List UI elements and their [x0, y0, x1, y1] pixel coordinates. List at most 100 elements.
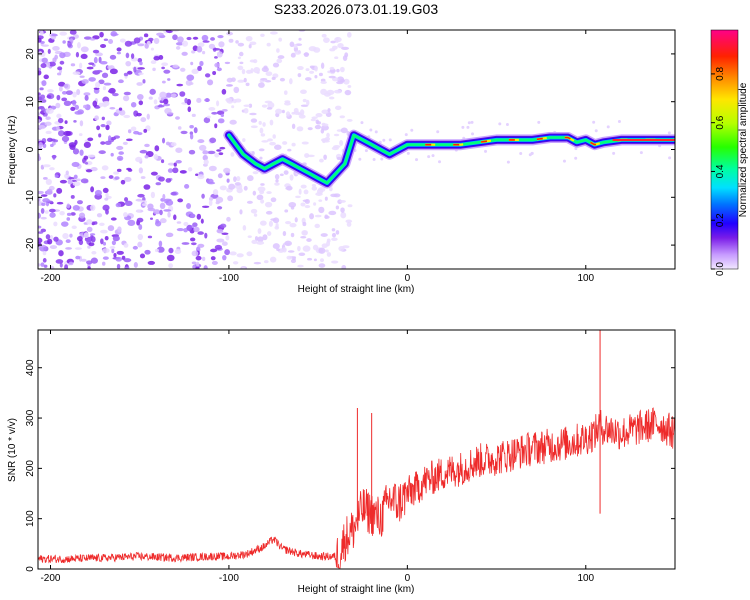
noise-dot — [318, 199, 323, 202]
noise-dot — [380, 157, 384, 161]
noise-dot — [90, 257, 98, 264]
noise-dot — [606, 125, 610, 129]
noise-dot — [42, 198, 50, 203]
noise-dot — [80, 46, 89, 53]
noise-dot — [45, 116, 51, 120]
noise-dot — [78, 133, 83, 137]
noise-dot — [246, 200, 253, 204]
noise-dot — [71, 225, 77, 230]
noise-dot — [304, 205, 311, 209]
noise-dot — [222, 254, 227, 261]
noise-dot — [250, 118, 258, 123]
noise-dot — [80, 258, 87, 262]
noise-dot — [340, 212, 347, 219]
noise-dot — [279, 173, 284, 177]
noise-dot — [197, 243, 205, 248]
x-tick-label: 100 — [577, 273, 594, 284]
noise-dot — [344, 89, 352, 96]
noise-dot — [279, 77, 286, 82]
noise-dot — [115, 202, 122, 208]
noise-dot — [316, 188, 324, 195]
noise-dot — [247, 175, 254, 182]
colorbar-label: Normalized spectral amplitude — [738, 82, 749, 217]
noise-dot — [179, 91, 186, 97]
noise-dot — [275, 178, 279, 183]
noise-dot — [226, 77, 233, 83]
noise-dot — [59, 52, 66, 59]
noise-dot — [57, 130, 65, 137]
noise-dot — [325, 249, 329, 253]
noise-dot — [342, 55, 348, 61]
noise-dot — [270, 218, 277, 221]
noise-dot — [278, 37, 283, 42]
noise-dot — [40, 228, 47, 233]
noise-dot — [81, 79, 89, 84]
noise-dot — [436, 130, 440, 134]
noise-dot — [388, 138, 392, 142]
noise-dot — [159, 202, 166, 210]
noise-dot — [243, 107, 249, 114]
noise-dot — [226, 216, 231, 222]
noise-dot — [179, 170, 187, 174]
noise-dot — [289, 78, 293, 85]
noise-dot — [175, 159, 182, 164]
noise-dot — [56, 94, 61, 101]
noise-dot — [197, 174, 205, 180]
y-tick-label: 400 — [25, 359, 36, 376]
noise-dot — [197, 139, 205, 144]
noise-dot — [140, 117, 147, 123]
noise-dot — [198, 144, 207, 151]
noise-dot — [300, 184, 307, 189]
noise-dot — [186, 98, 192, 106]
noise-dot — [341, 46, 350, 50]
noise-dot — [56, 187, 63, 194]
noise-dot — [305, 77, 312, 81]
noise-dot — [135, 198, 143, 202]
noise-dot — [320, 88, 328, 95]
noise-dot — [43, 264, 48, 268]
noise-dot — [133, 130, 140, 135]
noise-dot — [346, 221, 352, 227]
noise-dot — [285, 111, 291, 117]
noise-dot — [202, 40, 210, 43]
noise-dot — [73, 119, 77, 123]
noise-dot — [103, 82, 112, 86]
noise-dot — [70, 212, 76, 216]
noise-dot — [46, 95, 52, 99]
noise-dot — [331, 232, 337, 238]
noise-dot — [320, 80, 327, 84]
noise-dot — [65, 247, 72, 250]
noise-dot — [104, 197, 109, 201]
noise-dot — [159, 209, 163, 216]
noise-dot — [212, 189, 219, 196]
noise-dot — [212, 71, 217, 76]
noise-dot — [143, 33, 149, 38]
noise-dot — [86, 260, 93, 265]
noise-dot — [267, 138, 273, 142]
noise-dot — [537, 120, 541, 124]
noise-dot — [38, 190, 44, 195]
noise-dot — [269, 256, 277, 263]
noise-dot — [180, 67, 186, 72]
noise-dot — [83, 104, 88, 109]
noise-dot — [139, 149, 148, 154]
colorbar-tick-label: 0.4 — [715, 164, 726, 178]
noise-dot — [274, 144, 282, 150]
noise-dot — [294, 50, 302, 55]
noise-dot — [333, 133, 340, 137]
noise-dot — [47, 89, 54, 93]
noise-dot — [243, 104, 251, 108]
noise-dot — [59, 211, 65, 216]
noise-dot — [165, 92, 172, 98]
noise-dot — [170, 93, 177, 98]
noise-dot — [127, 129, 132, 134]
noise-dot — [219, 185, 227, 191]
noise-dot — [181, 40, 189, 47]
noise-dot — [461, 125, 465, 129]
noise-dot — [132, 245, 138, 250]
noise-dot — [283, 170, 289, 175]
noise-dot — [72, 91, 77, 98]
noise-dot — [237, 42, 245, 47]
noise-dot — [336, 68, 340, 73]
